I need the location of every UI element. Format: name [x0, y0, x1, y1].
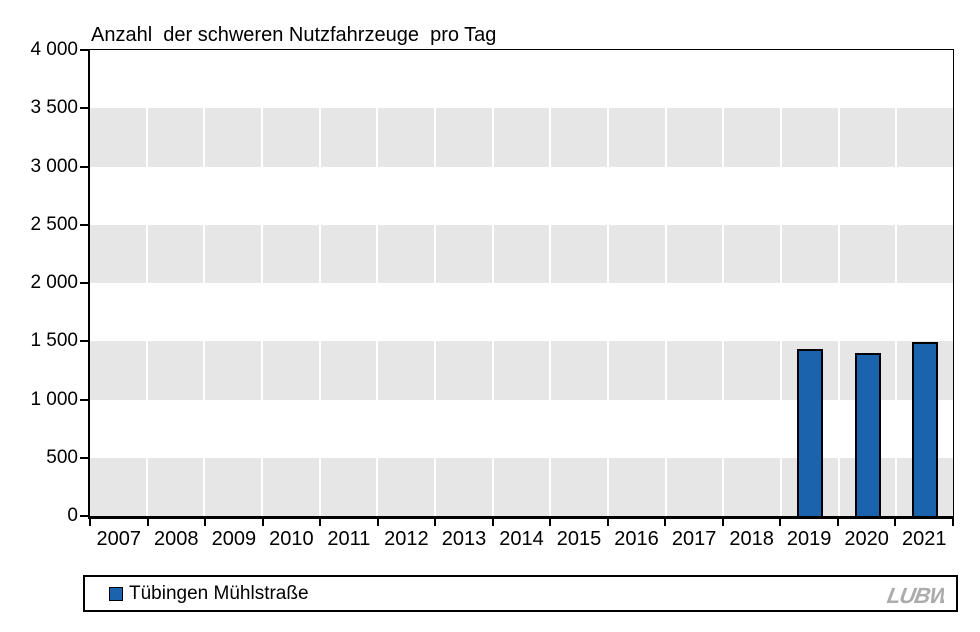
bar-columns: [90, 50, 953, 516]
year-column: [90, 50, 148, 516]
chart-title: Anzahl der schweren Nutzfahrzeuge pro Ta…: [91, 24, 497, 46]
x-tick-mark: [952, 519, 954, 526]
x-tick-mark: [664, 519, 667, 526]
x-tick-label: 2010: [269, 528, 314, 550]
year-column: [897, 50, 953, 516]
x-tick-label: 2016: [614, 528, 659, 550]
x-tick-label: 2007: [96, 528, 142, 550]
y-tick-label: 2 500: [30, 213, 78, 235]
x-tick-label: 2020: [844, 528, 889, 550]
plot-area: [88, 49, 954, 519]
x-tick-label: 2021: [901, 528, 947, 550]
y-axis: 4 000 3 500 3 000 2 500 2 000 1 500 1 000 500 0: [0, 0, 88, 632]
year-column: [494, 50, 552, 516]
y-tick-label: 1 500: [30, 330, 78, 352]
bar: [854, 352, 881, 516]
x-tick-mark: [376, 519, 379, 526]
x-tick-mark: [89, 519, 91, 526]
y-tick-label: 1 000: [30, 388, 78, 410]
x-axis-labels: 2007 2008 2009 2010 2011 2012 2013 2014 2015 2016…: [90, 527, 953, 551]
y-tick-label: 3 500: [30, 97, 78, 119]
y-tick-mark: [80, 398, 88, 401]
x-tick-label: 2015: [556, 528, 602, 550]
x-tick-mark: [549, 519, 552, 526]
y-tick-label: 3 000: [30, 155, 78, 177]
x-tick-mark: [434, 519, 437, 526]
x-tick-mark: [894, 519, 897, 526]
x-tick-label: 2011: [327, 528, 371, 550]
x-tick-mark: [721, 519, 724, 526]
y-tick-label: 4 000: [30, 39, 78, 60]
legend-marker-square: [109, 586, 123, 601]
bar: [912, 342, 939, 516]
lubw-logo: LUBW: [882, 581, 954, 614]
x-tick-mark: [606, 519, 609, 526]
plot-background: [90, 50, 953, 516]
x-tick-mark: [319, 519, 322, 526]
y-tick-mark: [80, 456, 88, 459]
y-tick-label: 0: [67, 505, 78, 526]
x-tick-mark: [204, 519, 207, 526]
background-band: [90, 224, 953, 283]
x-tick-mark: [261, 519, 264, 526]
bar: [796, 349, 823, 516]
background-band: [90, 108, 953, 167]
x-tick-label: 2009: [211, 528, 257, 550]
background-band: [90, 50, 953, 109]
x-tick-mark: [146, 519, 149, 526]
year-column: [205, 50, 264, 516]
x-tick-label: 2012: [384, 528, 429, 550]
y-tick-mark: [80, 165, 88, 168]
x-tick-mark: [779, 519, 782, 526]
x-tick-label: 2008: [154, 528, 199, 550]
year-column: [551, 50, 610, 516]
year-column: [263, 50, 321, 516]
year-column: [840, 50, 898, 516]
y-tick-mark: [80, 107, 88, 110]
legend: Tübingen Mühlstraße LUBW: [83, 575, 958, 612]
y-tick-mark: [80, 515, 88, 517]
lubw-logo-text: LUBW: [885, 583, 944, 608]
y-tick-mark: [80, 223, 88, 226]
x-tick-label: 2013: [441, 528, 487, 550]
year-column: [148, 50, 206, 516]
x-tick-label: 2019: [786, 528, 832, 550]
legend-label: Tübingen Mühlstraße: [129, 582, 309, 604]
x-tick-mark: [836, 519, 839, 526]
background-band: [90, 166, 953, 225]
background-band: [90, 283, 953, 342]
year-column: [436, 50, 494, 516]
y-tick-mark: [80, 49, 88, 51]
y-tick-label: 500: [46, 446, 78, 468]
year-column: [378, 50, 437, 516]
x-tick-mark: [491, 519, 494, 526]
x-tick-label: 2014: [499, 528, 544, 550]
x-tick-label: 2018: [729, 528, 774, 550]
year-column: [782, 50, 840, 516]
year-column: [667, 50, 725, 516]
y-tick-mark: [80, 340, 88, 343]
y-tick-mark: [80, 282, 88, 284]
x-tick-label: 2017: [671, 528, 717, 550]
year-column: [321, 50, 379, 516]
year-column: [609, 50, 667, 516]
year-column: [724, 50, 783, 516]
y-tick-label: 2 000: [30, 272, 78, 293]
